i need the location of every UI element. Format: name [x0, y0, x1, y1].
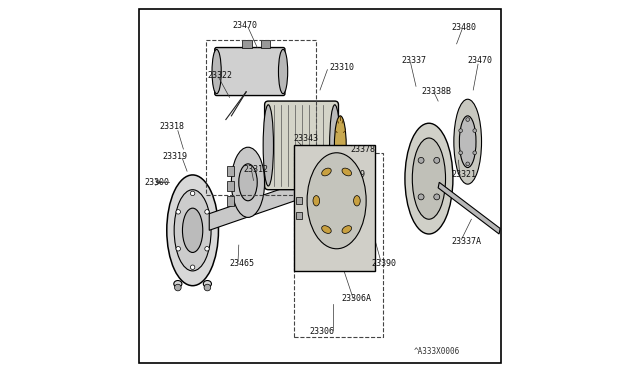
Ellipse shape — [313, 196, 319, 206]
Bar — [243, 40, 252, 48]
Ellipse shape — [174, 190, 211, 271]
Text: 23319: 23319 — [163, 152, 188, 161]
Text: 23480: 23480 — [451, 23, 476, 32]
Text: 23300: 23300 — [144, 178, 169, 187]
Bar — [227, 166, 234, 176]
Text: 23321: 23321 — [451, 170, 476, 179]
Circle shape — [176, 210, 180, 214]
Circle shape — [434, 194, 440, 200]
Bar — [296, 197, 302, 205]
Ellipse shape — [322, 168, 332, 176]
Text: 23318: 23318 — [159, 122, 184, 131]
Text: 23379: 23379 — [340, 170, 365, 179]
Circle shape — [434, 157, 440, 163]
Ellipse shape — [322, 226, 332, 233]
Circle shape — [205, 210, 209, 214]
Circle shape — [191, 191, 195, 196]
Text: 23338B: 23338B — [422, 87, 452, 96]
Circle shape — [205, 247, 209, 251]
Text: 23470: 23470 — [468, 56, 493, 65]
Ellipse shape — [330, 105, 340, 186]
Ellipse shape — [334, 116, 346, 175]
Text: 23312: 23312 — [244, 165, 269, 174]
Circle shape — [459, 151, 463, 155]
Circle shape — [175, 284, 181, 291]
Ellipse shape — [342, 226, 351, 233]
Circle shape — [473, 129, 477, 132]
Bar — [205, 40, 316, 195]
Ellipse shape — [167, 175, 218, 286]
Text: 23337A: 23337A — [451, 237, 481, 246]
Text: 23390: 23390 — [371, 259, 396, 268]
Text: 23322: 23322 — [207, 71, 232, 80]
Text: 23343: 23343 — [293, 134, 319, 142]
Bar — [294, 145, 376, 271]
Ellipse shape — [174, 280, 182, 287]
Text: 23378: 23378 — [351, 145, 376, 154]
Ellipse shape — [353, 196, 360, 206]
Circle shape — [418, 157, 424, 163]
Text: 23465: 23465 — [230, 259, 255, 268]
FancyBboxPatch shape — [215, 48, 285, 96]
Text: 23310: 23310 — [329, 63, 354, 72]
Ellipse shape — [307, 153, 366, 249]
Ellipse shape — [460, 116, 476, 167]
Circle shape — [466, 162, 470, 166]
Ellipse shape — [412, 138, 445, 219]
Ellipse shape — [212, 49, 221, 94]
Bar — [296, 212, 302, 219]
Text: 23306: 23306 — [309, 327, 334, 336]
Circle shape — [466, 118, 470, 121]
Bar — [261, 40, 270, 48]
Ellipse shape — [239, 164, 257, 201]
Text: 23306A: 23306A — [341, 294, 371, 303]
Ellipse shape — [232, 147, 264, 217]
Bar — [227, 196, 234, 206]
Text: ^A333X0006: ^A333X0006 — [414, 347, 460, 356]
Ellipse shape — [182, 208, 203, 253]
Ellipse shape — [263, 105, 273, 186]
Circle shape — [176, 247, 180, 251]
Ellipse shape — [454, 99, 481, 184]
Bar — [227, 181, 234, 191]
Polygon shape — [438, 182, 500, 234]
Circle shape — [418, 194, 424, 200]
FancyBboxPatch shape — [264, 101, 339, 190]
Text: 23337: 23337 — [401, 56, 426, 65]
Polygon shape — [209, 177, 316, 230]
Ellipse shape — [204, 280, 211, 287]
Circle shape — [459, 129, 463, 132]
Circle shape — [191, 265, 195, 269]
Circle shape — [204, 284, 211, 291]
Ellipse shape — [278, 49, 288, 94]
Ellipse shape — [405, 123, 453, 234]
Bar — [294, 153, 383, 337]
Circle shape — [473, 151, 477, 155]
Text: 23333: 23333 — [320, 170, 345, 179]
Text: 23470: 23470 — [232, 21, 257, 30]
Ellipse shape — [342, 168, 351, 176]
